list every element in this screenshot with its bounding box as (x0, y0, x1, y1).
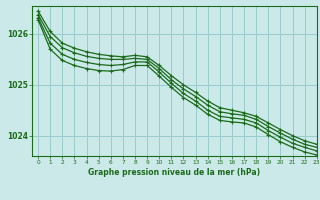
X-axis label: Graphe pression niveau de la mer (hPa): Graphe pression niveau de la mer (hPa) (88, 168, 260, 177)
